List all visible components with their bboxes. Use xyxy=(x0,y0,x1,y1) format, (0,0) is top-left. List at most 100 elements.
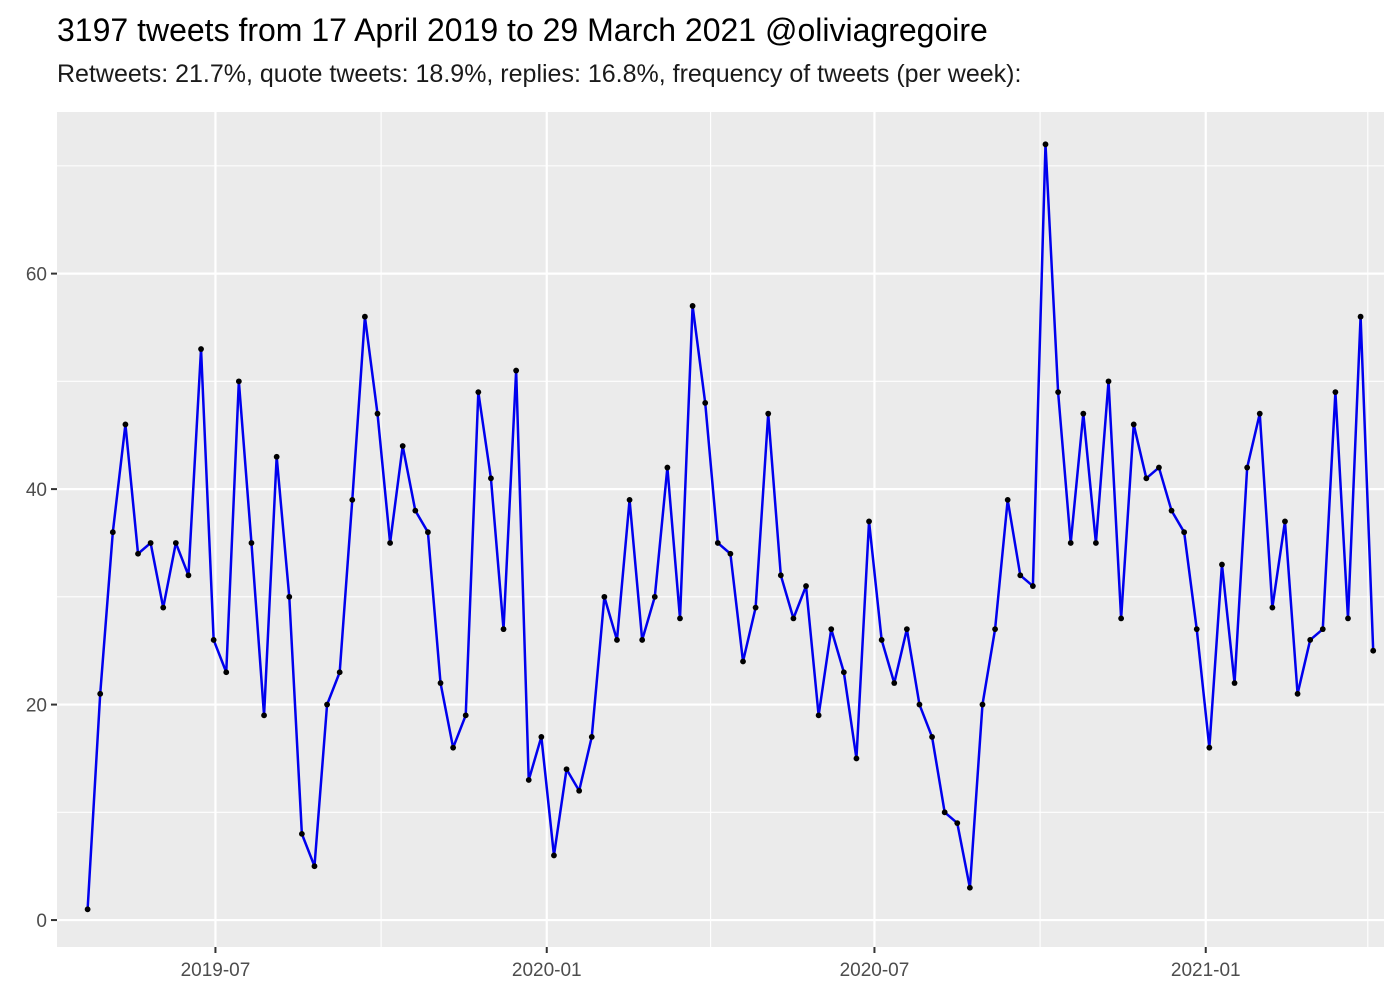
data-point xyxy=(601,593,608,600)
data-point xyxy=(147,540,154,546)
data-point xyxy=(513,367,520,374)
series-line-segment xyxy=(1182,530,1198,631)
series-line-segment xyxy=(1056,390,1072,545)
data-point xyxy=(172,540,179,546)
series-line-segment xyxy=(325,671,341,706)
data-point xyxy=(361,313,368,320)
series-line-segment xyxy=(1069,412,1085,545)
series-line-segment xyxy=(502,369,518,631)
data-point xyxy=(639,637,646,643)
series-line-segment xyxy=(111,423,127,534)
series-line-segment xyxy=(275,455,291,599)
y-tick-label: 60 xyxy=(26,265,47,286)
y-axis-tick-labels: 0 20 40 60 xyxy=(26,265,47,932)
data-point xyxy=(702,400,709,406)
data-point xyxy=(1067,540,1074,546)
data-point xyxy=(626,496,633,503)
data-point xyxy=(1319,626,1326,633)
data-point xyxy=(1206,744,1213,751)
data-point xyxy=(551,852,557,859)
x-tick-label: 2020-01 xyxy=(512,960,582,981)
data-point xyxy=(903,626,910,633)
data-point xyxy=(765,410,772,417)
series-line-segment xyxy=(993,498,1009,631)
series-line-segment xyxy=(1334,390,1350,620)
series-line-segment xyxy=(754,412,770,609)
series-line-segment xyxy=(930,735,946,814)
series-line-segment xyxy=(804,584,820,717)
series-line-segment xyxy=(338,498,354,674)
series-line-segment xyxy=(1107,380,1123,620)
series-line-segment xyxy=(86,692,102,911)
series-line-segment xyxy=(678,304,694,620)
series-line-segment xyxy=(1157,466,1173,512)
series-line-segment xyxy=(464,390,480,717)
series-line-segment xyxy=(124,423,140,555)
data-point xyxy=(1105,378,1112,385)
series-line-segment xyxy=(1044,143,1060,394)
series-line-segment xyxy=(1359,315,1375,652)
series-line-segment xyxy=(640,595,657,642)
plot-panel xyxy=(57,112,1384,947)
data-point xyxy=(614,637,620,643)
series-line-segment xyxy=(691,304,707,405)
data-point xyxy=(803,583,809,589)
data-point xyxy=(1093,540,1099,546)
series-line-segment xyxy=(489,477,505,631)
data-point xyxy=(1029,583,1036,589)
data-point xyxy=(689,303,696,309)
series-line-segment xyxy=(1296,638,1312,696)
data-point xyxy=(1256,410,1263,417)
series-line-segment xyxy=(1208,563,1224,749)
major-gridlines xyxy=(57,112,1384,947)
series-line-segment xyxy=(250,541,266,717)
data-point xyxy=(223,669,230,676)
data-point xyxy=(84,906,91,913)
series-line-segment xyxy=(477,390,493,480)
series-line-segment xyxy=(918,703,934,739)
chart-subtitle: Retweets: 21.7%, quote tweets: 18.9%, re… xyxy=(57,60,1022,88)
series-line-segment xyxy=(388,444,404,545)
data-point xyxy=(664,464,671,471)
series-line-segment xyxy=(149,541,165,609)
data-point xyxy=(185,572,192,579)
series-line-segment xyxy=(187,347,203,577)
series-line-segment xyxy=(1006,498,1022,577)
series-line-segment xyxy=(829,627,846,674)
series-line-segment xyxy=(565,767,581,793)
data-point xyxy=(109,529,116,536)
series-line-segment xyxy=(603,595,619,642)
data-point xyxy=(248,540,255,546)
data-point xyxy=(311,863,318,870)
data-point xyxy=(853,755,860,762)
series-line-segment xyxy=(1321,390,1337,631)
data-point xyxy=(450,744,457,751)
data-point xyxy=(1269,604,1276,611)
data-point xyxy=(576,787,583,794)
data-point xyxy=(563,766,570,773)
data-point xyxy=(979,701,986,708)
series-line-segment xyxy=(98,530,115,696)
series-line-segment xyxy=(313,703,329,868)
chart-title: 3197 tweets from 17 April 2019 to 29 Mar… xyxy=(57,12,988,48)
series-line-segment xyxy=(1245,412,1262,469)
data-point xyxy=(1156,464,1162,471)
series-line-segment xyxy=(792,584,808,620)
series-line-segment xyxy=(1233,466,1249,685)
series-line-segment xyxy=(867,520,883,642)
data-point xyxy=(1357,313,1364,320)
x-tick-label: 2020-07 xyxy=(840,960,910,981)
data-point xyxy=(878,637,885,643)
data-point xyxy=(1143,475,1150,482)
data-point xyxy=(1282,518,1288,525)
data-point xyxy=(235,378,242,385)
data-point xyxy=(714,540,721,546)
data-point xyxy=(374,410,381,417)
series-line-segment xyxy=(414,509,430,534)
data-point xyxy=(1017,572,1024,579)
series-line-segment xyxy=(615,498,631,642)
series-points xyxy=(84,141,1377,913)
series-line-segment xyxy=(703,401,720,545)
data-point xyxy=(1042,141,1049,148)
data-point xyxy=(777,572,784,579)
